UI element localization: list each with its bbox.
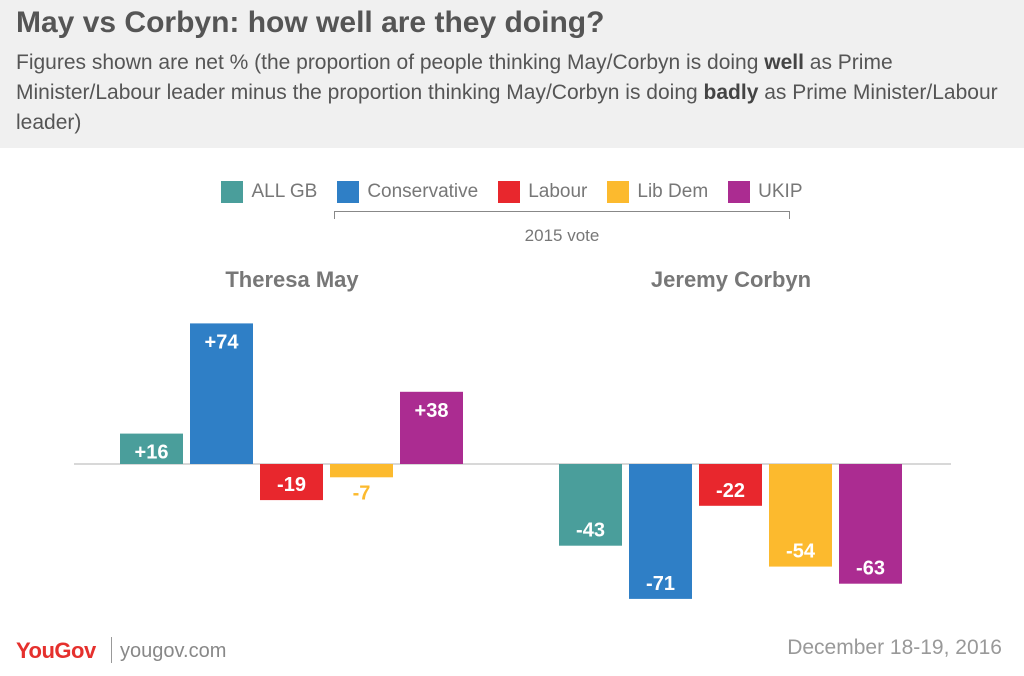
bar-chart: Theresa May +16 +74 -19 -7 +38 Jeremy Corbyn -4… (74, 267, 951, 599)
legend: ALL GB Conservative Labour Lib Dem UKIP (0, 178, 1024, 206)
chart-subtitle: Figures shown are net % (the proportion … (16, 48, 1016, 138)
legend-item-ukip: UKIP (728, 181, 803, 203)
legend-item-conservative: Conservative (337, 181, 478, 203)
legend-swatch (221, 181, 244, 203)
legend-swatch (498, 181, 521, 203)
data-label: -22 (716, 480, 745, 502)
data-label: -19 (277, 474, 306, 496)
footer-url[interactable]: yougov.com (120, 640, 227, 662)
vote-bracket (334, 211, 790, 219)
legend-swatch (728, 181, 751, 203)
data-label: -7 (353, 482, 371, 504)
legend-swatch (337, 181, 360, 203)
subtitle-bold-well: well (764, 51, 804, 74)
data-label: +74 (205, 331, 240, 353)
legend-label: Conservative (367, 181, 479, 202)
data-label: -63 (856, 558, 885, 580)
vote-group-label: 2015 vote (524, 226, 600, 245)
group-title: Theresa May (225, 267, 359, 292)
legend-item-lib-dem: Lib Dem (607, 181, 708, 203)
data-label: -43 (576, 520, 605, 542)
subtitle-part-3: as Prime Minister/Labour leader) (16, 81, 998, 134)
yougov-logo: YouGov (16, 638, 96, 663)
bar-labour (260, 464, 323, 501)
header: May vs Corbyn: how well are they doing? … (0, 0, 1024, 148)
data-label: +16 (135, 442, 169, 464)
group-title: Jeremy Corbyn (651, 267, 811, 292)
footer-date: December 18-19, 2016 (787, 636, 1002, 659)
legend-label: Lib Dem (637, 181, 709, 202)
subtitle-bold-badly: badly (703, 81, 759, 104)
legend-label: ALL GB (251, 181, 318, 202)
chart-title: May vs Corbyn: how well are they doing? (16, 6, 605, 39)
bar-all-gb (559, 464, 622, 546)
subtitle-part-1: Figures shown are net % (the proportion … (16, 51, 765, 74)
data-label: -54 (786, 541, 816, 563)
data-label: +38 (415, 400, 449, 422)
bar-labour (699, 464, 762, 506)
data-label: -71 (646, 573, 675, 595)
legend-item-labour: Labour (498, 181, 587, 203)
bar-lib-dem (769, 464, 832, 567)
legend-swatch (607, 181, 630, 203)
subtitle-part-2: as Prime Minister/Labour leader minus th… (16, 51, 893, 104)
legend-label: Labour (528, 181, 588, 202)
bar-all-gb (120, 433, 183, 464)
bar-conservative (190, 323, 253, 464)
bar-conservative (629, 464, 692, 599)
bar-ukip (839, 464, 902, 584)
footer-divider (111, 637, 112, 663)
legend-label: UKIP (758, 181, 803, 202)
bar-lib-dem (330, 464, 393, 478)
bar-ukip (400, 391, 463, 464)
legend-item-all-gb: ALL GB (221, 181, 317, 203)
